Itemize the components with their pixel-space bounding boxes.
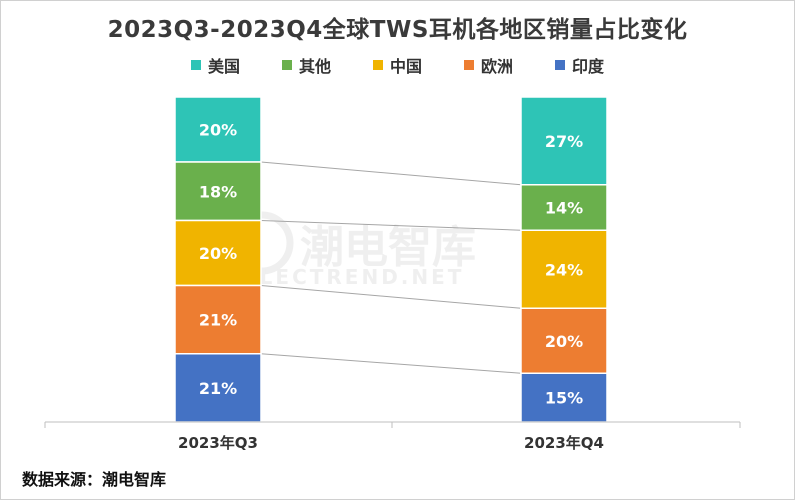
legend-label-us: 美国 bbox=[207, 57, 240, 76]
legend-swatch-europe bbox=[464, 60, 474, 70]
chart-title: 2023Q3-2023Q4全球TWS耳机各地区销量占比变化 bbox=[107, 17, 688, 43]
segment-value-label: 14% bbox=[545, 199, 583, 218]
legend-label-other: 其他 bbox=[298, 57, 331, 76]
bar-segment bbox=[174, 219, 262, 287]
bar-segment bbox=[520, 372, 608, 423]
source-note: 数据来源：潮电智库 bbox=[22, 470, 167, 489]
legend-swatch-us bbox=[190, 60, 201, 70]
segment-value-label: 21% bbox=[199, 311, 237, 330]
x-tick-label: 2023年Q3 bbox=[178, 434, 258, 452]
series-connector-line bbox=[260, 285, 522, 309]
bar-segments bbox=[174, 96, 608, 423]
watermark-cn: 潮电智库 bbox=[300, 222, 476, 273]
bar-segment bbox=[520, 96, 608, 186]
x-tick-label: 2023年Q4 bbox=[524, 434, 604, 452]
bar-segment bbox=[174, 284, 262, 355]
legend-label-europe: 欧洲 bbox=[481, 57, 514, 76]
connector-lines bbox=[260, 161, 522, 374]
legend-label-china: 中国 bbox=[389, 57, 422, 76]
bar-segment bbox=[174, 96, 262, 163]
segment-value-label: 24% bbox=[545, 260, 583, 279]
legend-item-china: 中国 bbox=[372, 53, 422, 77]
legend-item-us: 美国 bbox=[190, 53, 240, 77]
bar-segment bbox=[174, 353, 262, 423]
legend-swatch-china bbox=[372, 60, 383, 70]
legend-label-india: 印度 bbox=[572, 57, 605, 76]
segment-value-label: 18% bbox=[199, 182, 237, 201]
legend-swatch-other bbox=[281, 60, 292, 70]
legend-item-other: 其他 bbox=[281, 53, 331, 77]
segment-value-label: 15% bbox=[545, 389, 583, 408]
bar-segment bbox=[520, 184, 608, 231]
series-connector-line bbox=[260, 353, 522, 374]
series-connector-line bbox=[260, 161, 522, 186]
legend: 美国 其他 中国 欧洲 印度 bbox=[0, 53, 795, 77]
segment-value-label: 20% bbox=[199, 121, 237, 140]
bar-segment bbox=[174, 161, 262, 222]
segment-value-label: 27% bbox=[545, 132, 583, 151]
segment-value-label: 21% bbox=[199, 379, 237, 398]
legend-item-europe: 欧洲 bbox=[464, 53, 513, 77]
legend-swatch-india bbox=[555, 60, 566, 70]
segment-value-label: 20% bbox=[545, 332, 583, 351]
bar-segment bbox=[520, 307, 608, 374]
segment-labels: 20% 18% 20% 21% 21% 27% 14% 24% 20% 15% bbox=[199, 121, 583, 408]
watermark: 潮电智库 ELECTREND.NET bbox=[230, 211, 476, 289]
x-axis-labels: 2023年Q3 2023年Q4 bbox=[178, 434, 604, 452]
series-connector-line bbox=[260, 220, 522, 231]
bar-segment bbox=[520, 229, 608, 309]
legend-item-india: 印度 bbox=[555, 53, 604, 77]
segment-value-label: 20% bbox=[199, 244, 237, 263]
watermark-en: ELECTREND.NET bbox=[243, 265, 464, 289]
